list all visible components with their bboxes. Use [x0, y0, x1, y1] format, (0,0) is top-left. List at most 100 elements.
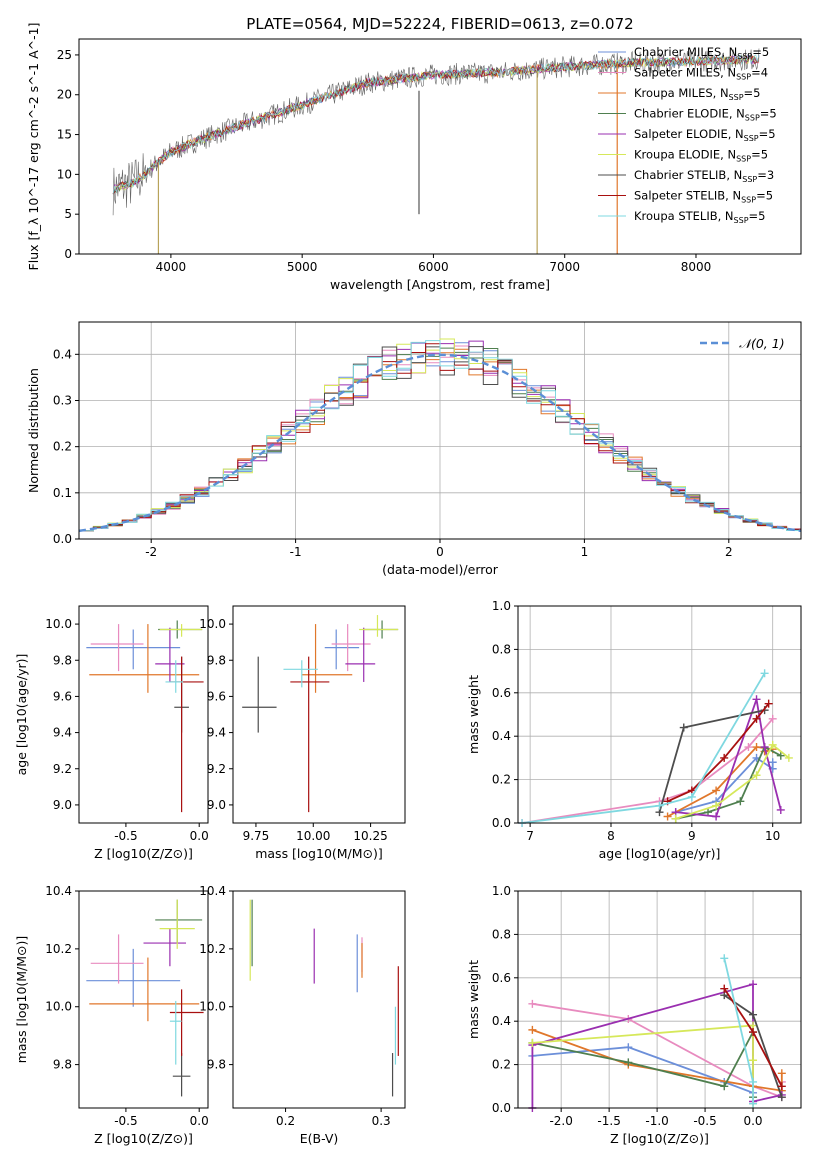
x-tick-label: 1	[581, 545, 589, 559]
plot-frame	[232, 605, 406, 824]
y-tick-label: 0.8	[492, 642, 511, 656]
weight-marker	[777, 1069, 786, 1078]
y-tick-label: 0.6	[492, 686, 511, 700]
weight-marker	[624, 1043, 633, 1052]
legend-entry: Chabrier STELIB, NSSP=3	[634, 168, 774, 184]
x-tick-label: 7000	[549, 260, 580, 274]
age-vs-mass-panel: 9.75 10.00 10.25 9.0 9.2 9.4 9.6 9.8 10.0 mass [l…	[199, 605, 406, 861]
y-tick-label: 0.4	[492, 1014, 511, 1028]
weight-marker	[749, 1028, 758, 1037]
y-tick-label: 10.4	[199, 884, 226, 898]
legend-entry: 𝒩(0, 1)	[739, 336, 785, 351]
y-tick-label: 15	[57, 128, 72, 142]
y-tick-label: 9.8	[207, 653, 226, 667]
mass-vs-metallicity-panel: -0.5 0.0 9.8 10.0 10.2 10.4 Z [log10(Z/Z⊙)] mas…	[14, 884, 209, 1146]
y-tick-label: 9.8	[207, 1058, 226, 1072]
x-tick-label: 7	[526, 829, 534, 843]
y-tick-label: 25	[57, 48, 72, 62]
weight-marker	[720, 984, 729, 993]
x-tick-label: 10.25	[353, 829, 387, 843]
weight-marker	[768, 714, 777, 723]
residual-histogram-panel: -2 -1 0 1 2 0.0 0.1 0.2 0.3 0.4 (data-model)/error…	[26, 321, 802, 577]
y-tick-label: 9.8	[53, 653, 72, 667]
observed-spectrum-line	[112, 48, 760, 216]
legend-entry: Kroupa MILES, NSSP=5	[634, 86, 760, 102]
y-tick-label: 0.6	[492, 971, 511, 985]
y-tick-label: 10.4	[45, 884, 72, 898]
y-tick-label: 10.2	[45, 942, 72, 956]
x-tick-label: 0.0	[743, 1114, 762, 1128]
weight-marker	[720, 753, 729, 762]
mass-vs-ebv-panel: 0.2 0.3 9.8 10.0 10.2 10.4 E(B-V)	[199, 884, 406, 1146]
x-tick-label: -1	[290, 545, 302, 559]
x-tick-label: 0.0	[190, 1114, 209, 1128]
y-tick-label: 10.0	[199, 1000, 226, 1014]
y-tick-label: 9.0	[53, 798, 72, 812]
plot-frame	[78, 890, 209, 1109]
y-tick-label: 5	[64, 207, 72, 221]
weight-marker	[736, 797, 745, 806]
y-tick-label: 9.4	[207, 726, 226, 740]
x-tick-label: -2	[145, 545, 157, 559]
y-axis-label: mass weight	[466, 675, 481, 754]
legend-entry: Chabrier MILES, NSSP=5	[634, 45, 769, 61]
x-axis-label: (data-model)/error	[382, 562, 499, 577]
y-tick-label: 0.2	[492, 1058, 511, 1072]
weight-marker	[712, 801, 721, 810]
y-tick-label: 9.0	[207, 798, 226, 812]
x-axis-label: Z [log10(Z/Z⊙)]	[610, 1131, 709, 1146]
x-tick-label: 0.0	[190, 829, 209, 843]
x-tick-label: 0.3	[372, 1114, 391, 1128]
figure-title: PLATE=0564, MJD=52224, FIBERID=0613, z=0…	[246, 15, 633, 33]
y-tick-label: 0.2	[53, 440, 72, 454]
weight-marker	[749, 980, 758, 989]
y-tick-label: 9.2	[53, 762, 72, 776]
y-axis-label: Flux [f_λ 10^-17 erg cm^-2 s^-1 A^-1]	[26, 23, 41, 271]
weight-marker	[663, 812, 672, 821]
weight-marker	[624, 1058, 633, 1067]
plot-frame	[517, 890, 802, 1109]
x-tick-label: 10	[765, 829, 780, 843]
model-spectrum-line	[112, 54, 760, 195]
weight-marker	[752, 771, 761, 780]
x-tick-label: 4000	[156, 260, 187, 274]
y-axis-label: mass [log10(M/M⊙)]	[14, 936, 29, 1064]
x-axis-label: mass [log10(M/M⊙)]	[255, 846, 383, 861]
x-tick-label: 10.00	[296, 829, 330, 843]
y-tick-label: 10.0	[199, 617, 226, 631]
weight-marker	[764, 699, 773, 708]
x-tick-label: 8000	[681, 260, 712, 274]
weight-vs-age-panel: 7 8 9 10 0.0 0.2 0.4 0.6 0.8 1.0 age [log10(age/yr…	[466, 599, 802, 861]
y-axis-label: Normed distribution	[26, 368, 41, 493]
model-spectrum-line	[112, 55, 760, 195]
weight-marker	[768, 740, 777, 749]
weight-marker	[712, 812, 721, 821]
weight-marker	[749, 1099, 758, 1108]
y-tick-label: 0.0	[53, 532, 72, 546]
legend-entry: Chabrier ELODIE, NSSP=5	[634, 107, 777, 123]
y-tick-label: 10	[57, 167, 72, 181]
y-tick-label: 10.2	[199, 942, 226, 956]
x-axis-label: Z [log10(Z/Z⊙)]	[94, 846, 193, 861]
y-axis-label: age [log10(age/yr)]	[14, 654, 29, 776]
x-tick-label: -1.0	[645, 1114, 668, 1128]
weight-marker	[749, 1010, 758, 1019]
legend-entry: Salpeter STELIB, NSSP=5	[634, 189, 773, 205]
weight-marker	[712, 786, 721, 795]
weight-marker	[777, 1082, 786, 1091]
weight-marker	[679, 723, 688, 732]
weight-marker	[528, 1038, 537, 1047]
x-tick-label: -0.5	[693, 1114, 716, 1128]
y-tick-label: 9.8	[53, 1058, 72, 1072]
y-tick-label: 10.0	[45, 1000, 72, 1014]
spectrum-panel: 4000 5000 6000 7000 8000 0 5 10 15 20 25 wavelength…	[26, 23, 802, 292]
histogram-series	[79, 340, 801, 532]
x-tick-label: 2	[725, 545, 733, 559]
age-vs-metallicity-panel: -0.5 0.0 9.0 9.2 9.4 9.6 9.8 10.0 Z [log10(Z/Z⊙)…	[14, 605, 209, 861]
x-tick-label: 8	[607, 829, 615, 843]
weight-marker	[784, 753, 793, 762]
plot-frame	[517, 605, 802, 824]
plot-frame	[78, 38, 802, 255]
y-tick-label: 9.6	[207, 689, 226, 703]
y-tick-label: 0.0	[492, 816, 511, 830]
